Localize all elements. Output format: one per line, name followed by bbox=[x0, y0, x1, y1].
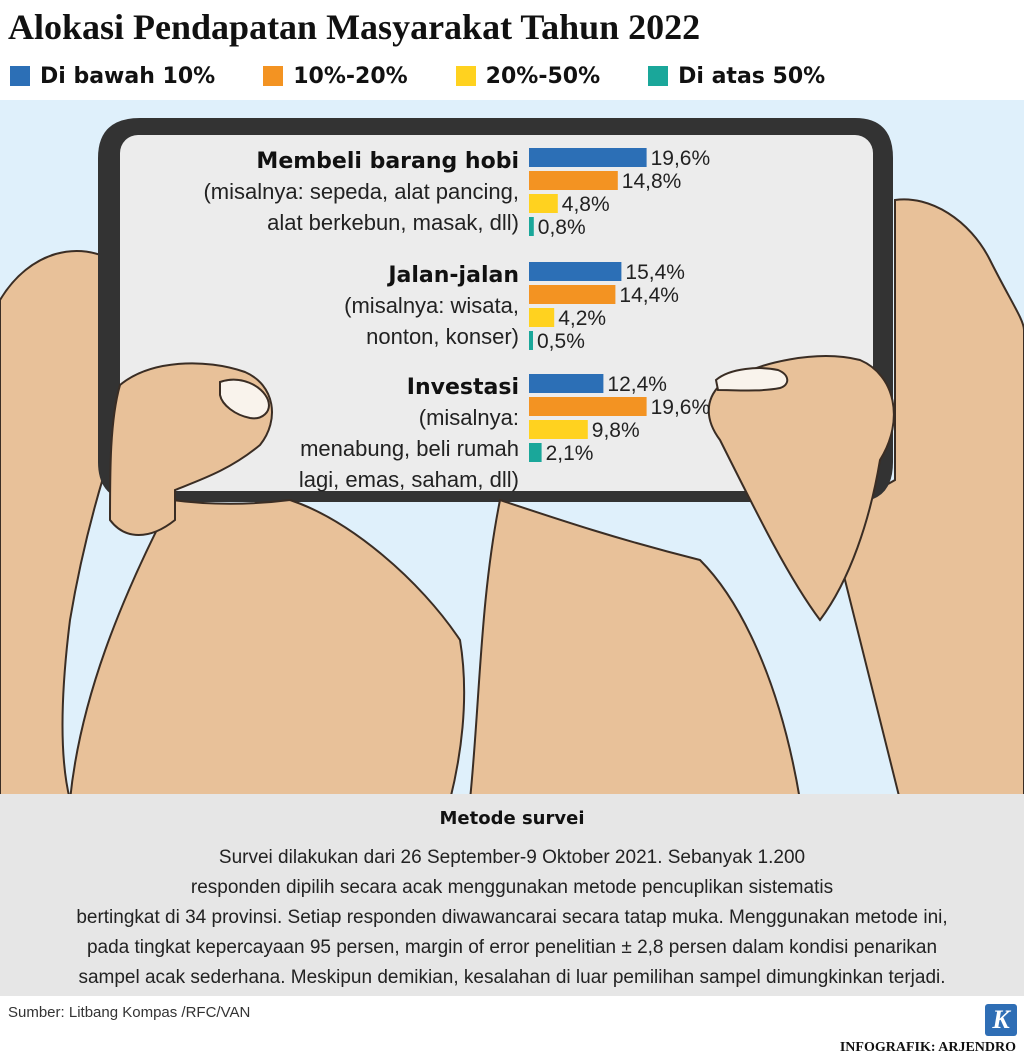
bar bbox=[529, 217, 534, 236]
method-line: sampel acak sederhana. Meskipun demikian… bbox=[78, 967, 946, 988]
legend-swatch-2 bbox=[263, 66, 284, 86]
bar bbox=[529, 420, 588, 439]
bar-value-label: 4,2% bbox=[558, 307, 606, 330]
method-line: Survei dilakukan dari 26 September-9 Okt… bbox=[218, 847, 806, 868]
legend-swatch-1 bbox=[10, 66, 30, 86]
bar-value-label: 19,6% bbox=[651, 147, 711, 170]
legend-label-3: 20%-50% bbox=[485, 63, 601, 89]
bar-value-label: 2,1% bbox=[546, 442, 594, 465]
chart-title: Alokasi Pendapatan Masyarakat Tahun 2022 bbox=[8, 7, 701, 47]
category-title: Investasi bbox=[407, 375, 519, 400]
category-description: (misalnya: bbox=[419, 405, 519, 430]
right-palm bbox=[468, 498, 802, 800]
bar bbox=[529, 374, 604, 393]
bar bbox=[529, 148, 647, 167]
category-description: (misalnya: wisata, bbox=[344, 293, 519, 318]
category-description: (misalnya: sepeda, alat pancing, bbox=[203, 179, 519, 204]
bar-value-label: 12,4% bbox=[607, 373, 667, 396]
bar-value-label: 0,5% bbox=[537, 330, 585, 353]
category-description: menabung, beli rumah bbox=[300, 436, 519, 461]
method-line: pada tingkat kepercayaan 95 persen, marg… bbox=[86, 937, 938, 958]
left-thumbnail bbox=[219, 378, 270, 420]
legend-label-4: Di atas 50% bbox=[678, 63, 826, 89]
bar bbox=[529, 443, 542, 462]
method-text: Survei dilakukan dari 26 September-9 Okt… bbox=[0, 843, 1024, 993]
legend-label-2: 10%-20% bbox=[293, 63, 408, 89]
left-palm bbox=[68, 498, 466, 800]
category-description: nonton, konser) bbox=[366, 324, 519, 349]
bar-chart: Membeli barang hobi (misalnya: sepeda, al… bbox=[203, 147, 711, 492]
method-title: Metode survei bbox=[439, 808, 585, 829]
kompas-logo: K bbox=[985, 1004, 1017, 1036]
bar bbox=[529, 194, 558, 213]
phone-screen bbox=[120, 135, 873, 491]
legend-item-2: 10%-20% bbox=[263, 62, 408, 90]
category-title: Jalan-jalan bbox=[386, 263, 519, 288]
legend-item-3: 20%-50% bbox=[455, 62, 601, 90]
bar bbox=[529, 171, 618, 190]
method-line: responden dipilih secara acak menggunaka… bbox=[190, 877, 834, 898]
category-description: alat berkebun, masak, dll) bbox=[267, 210, 519, 235]
legend: Di bawah 10% 10%-20% 20%-50% Di atas 50% bbox=[10, 62, 873, 90]
left-hand bbox=[0, 250, 116, 800]
source-note: Sumber: Litbang Kompas /RFC/VAN bbox=[8, 1004, 251, 1021]
bar bbox=[529, 308, 555, 327]
bar-value-label: 0,8% bbox=[538, 216, 586, 239]
legend-item-4: Di atas 50% bbox=[648, 62, 825, 90]
legend-label-1: Di bawah 10% bbox=[40, 63, 216, 89]
infographic-credit: INFOGRAFIK: ARJENDRO bbox=[839, 1040, 1016, 1055]
bar-value-label: 14,8% bbox=[622, 170, 682, 193]
method-box: Metode survei Survei dilakukan dari 26 S… bbox=[0, 794, 1024, 996]
legend-swatch-4 bbox=[648, 66, 669, 86]
bar-value-label: 19,6% bbox=[651, 396, 711, 419]
legend-item-1: Di bawah 10% bbox=[10, 62, 215, 90]
bar-value-label: 4,8% bbox=[562, 193, 610, 216]
right-thumbnail bbox=[714, 367, 789, 392]
bar-value-label: 14,4% bbox=[619, 284, 679, 307]
bar-value-label: 9,8% bbox=[592, 419, 640, 442]
category-description: lagi, emas, saham, dll) bbox=[299, 467, 519, 492]
bar bbox=[529, 285, 616, 304]
bar bbox=[529, 397, 647, 416]
method-line: bertingkat di 34 provinsi. Setiap respon… bbox=[76, 907, 948, 928]
right-thumb bbox=[707, 355, 895, 622]
phone-illustration bbox=[0, 100, 1024, 800]
category-title: Membeli barang hobi bbox=[256, 149, 519, 174]
bar-value-label: 15,4% bbox=[625, 261, 685, 284]
bar bbox=[529, 262, 622, 281]
legend-swatch-3 bbox=[455, 66, 476, 86]
bar bbox=[529, 331, 533, 350]
